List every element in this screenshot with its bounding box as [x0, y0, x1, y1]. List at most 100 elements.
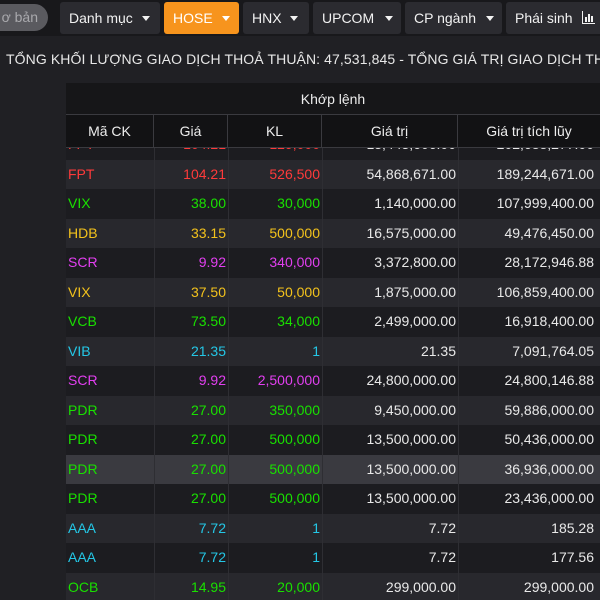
symbol-cell: PDR — [68, 460, 98, 477]
value-cell: 13,500,000.00 — [366, 490, 456, 506]
value-cell: 13,500,000.00 — [366, 460, 456, 477]
tab-upcom[interactable]: UPCOM — [313, 2, 401, 34]
symbol-cell: VCB — [68, 313, 97, 329]
symbol-cell: PDR — [68, 401, 98, 418]
volume-cell: 129,000 — [228, 148, 320, 160]
value-cell: 54,868,671.00 — [366, 165, 456, 182]
table-row[interactable]: VIX 38.00 30,000 1,140,000.00 107,999,400.00 — [66, 189, 600, 219]
symbol-cell: FPT — [68, 148, 154, 160]
table-row[interactable]: FPT104.21129,00013,443,606.00202,688,277… — [66, 148, 600, 160]
chevron-down-icon — [222, 16, 230, 21]
table-row[interactable]: OCB 14.95 20,000 299,000.00 299,000.00 — [66, 572, 600, 600]
price-cell: 37.50 — [190, 283, 226, 300]
volume-cell: 526,500 — [269, 165, 320, 182]
symbol-cell: AAA — [68, 549, 97, 565]
value-cell: 16,575,000.00 — [366, 224, 456, 241]
value-cell: 21.35 — [420, 342, 456, 359]
volume-cell: 500,000 — [269, 224, 320, 241]
volume-cell: 1 — [312, 519, 320, 536]
tab-label: Phái sinh — [515, 10, 573, 26]
table-row[interactable]: FPT 104.21 526,500 54,868,671.00 189,244,671… — [66, 159, 600, 189]
price-cell: 21.35 — [190, 342, 226, 359]
table-row[interactable]: SCR 9.92 2,500,000 24,800,000.00 24,800,146.… — [66, 366, 600, 396]
table-row[interactable]: SCR 9.92 340,000 3,372,800.00 28,172,946.88 — [66, 248, 600, 278]
volume-cell: 1 — [312, 342, 320, 359]
price-cell: 9.92 — [198, 254, 226, 270]
volume-cell: 350,000 — [269, 401, 320, 418]
tab-danh-muc[interactable]: Danh mục — [60, 2, 160, 34]
accumulated-value-cell: 107,999,400.00 — [496, 195, 594, 211]
accumulated-value-cell: 50,436,000.00 — [504, 431, 594, 447]
value-cell: 7.72 — [428, 519, 456, 536]
price-cell: 27.00 — [190, 401, 226, 418]
group-header: Khớp lệnh — [66, 83, 600, 115]
table-row[interactable]: PDR 27.00 500,000 13,500,000.00 50,436,000.0… — [66, 425, 600, 455]
table-row[interactable]: PDR 27.00 500,000 13,500,000.00 36,936,000.0… — [66, 454, 600, 484]
volume-cell: 1 — [312, 549, 320, 565]
volume-cell: 500,000 — [269, 431, 320, 447]
chevron-down-icon — [290, 16, 298, 21]
value-cell: 2,499,000.00 — [374, 313, 456, 329]
accumulated-value-cell: 49,476,450.00 — [504, 224, 594, 241]
table-row[interactable]: PDR 27.00 500,000 13,500,000.00 23,436,000.0… — [66, 484, 600, 514]
col-header-price[interactable]: Giá — [154, 115, 228, 147]
table-row[interactable]: VIB 21.35 1 21.35 7,091,764.05 — [66, 336, 600, 366]
tab-phai-sinh[interactable]: Phái sinh — [506, 2, 600, 34]
symbol-cell: VIB — [68, 342, 91, 359]
accumulated-value-cell: 189,244,671.00 — [496, 165, 594, 182]
negotiated-summary: TỔNG KHỐI LƯỢNG GIAO DỊCH THOẢ THUẬN: 47… — [6, 51, 600, 67]
symbol-cell: OCB — [68, 578, 99, 595]
volume-cell: 340,000 — [269, 254, 320, 270]
accumulated-value-cell: 177.56 — [551, 549, 594, 565]
symbol-cell: HDB — [68, 224, 98, 241]
tab-label: CP ngành — [414, 10, 477, 26]
col-header-symbol[interactable]: Mã CK — [66, 115, 154, 147]
symbol-cell: VIX — [68, 195, 91, 211]
price-cell: 27.00 — [190, 431, 226, 447]
col-header-volume[interactable]: KL — [228, 115, 322, 147]
tab-hnx[interactable]: HNX — [243, 2, 309, 34]
table-row[interactable]: AAA 7.72 1 7.72 177.56 — [66, 543, 600, 573]
accumulated-value-cell: 106,859,400.00 — [496, 283, 594, 300]
table-row[interactable]: HDB 33.15 500,000 16,575,000.00 49,476,450.0… — [66, 218, 600, 248]
volume-cell: 30,000 — [277, 195, 320, 211]
col-header-accumulated[interactable]: Giá trị tích lũy — [486, 123, 572, 139]
price-cell: 7.72 — [198, 519, 226, 536]
top-nav: ơ bản Danh mục HOSE HNX UPCOM CP ngành P… — [0, 0, 600, 36]
price-cell: 104.21 — [183, 165, 226, 182]
symbol-cell: SCR — [68, 372, 98, 388]
accumulated-value-cell: 24,800,146.88 — [504, 372, 594, 388]
col-header-value[interactable]: Giá trị — [322, 115, 458, 147]
price-cell: 38.00 — [190, 195, 226, 211]
tab-hose[interactable]: HOSE — [164, 2, 239, 34]
table-row[interactable]: PDR 27.00 350,000 9,450,000.00 59,886,000.00 — [66, 395, 600, 425]
accumulated-value-cell: 7,091,764.05 — [512, 342, 594, 359]
tab-cp-nganh[interactable]: CP ngành — [405, 2, 502, 34]
symbol-cell: PDR — [68, 490, 98, 506]
symbol-cell: FPT — [68, 165, 95, 182]
price-cell: 7.72 — [198, 549, 226, 565]
chevron-down-icon — [486, 16, 494, 21]
price-cell: 104.21 — [154, 148, 226, 160]
table-row[interactable]: VIX 37.50 50,000 1,875,000.00 106,859,400.00 — [66, 277, 600, 307]
volume-cell: 34,000 — [277, 313, 320, 329]
value-cell: 7.72 — [428, 549, 456, 565]
column-header-row: Mã CK Giá KL Giá trị Giá trị tích lũy — [66, 115, 600, 148]
volume-cell: 2,500,000 — [257, 372, 320, 388]
value-cell: 13,500,000.00 — [366, 431, 456, 447]
basic-view-toggle[interactable]: ơ bản — [0, 4, 48, 31]
table-body[interactable]: FPT104.21129,00013,443,606.00202,688,277… — [66, 148, 600, 600]
chevron-down-icon — [142, 16, 150, 21]
tab-label: HNX — [252, 10, 282, 26]
symbol-cell: PDR — [68, 431, 98, 447]
table-row[interactable]: AAA 7.72 1 7.72 185.28 — [66, 513, 600, 543]
value-cell: 13,443,606.00 — [322, 148, 456, 160]
volume-cell: 20,000 — [277, 578, 320, 595]
accumulated-value-cell: 23,436,000.00 — [504, 490, 594, 506]
price-cell: 27.00 — [190, 490, 226, 506]
accumulated-value-cell: 36,936,000.00 — [504, 460, 594, 477]
table-row[interactable]: VCB 73.50 34,000 2,499,000.00 16,918,400.00 — [66, 307, 600, 337]
value-cell: 24,800,000.00 — [366, 372, 456, 388]
volume-cell: 500,000 — [269, 490, 320, 506]
chevron-down-icon — [385, 16, 393, 21]
